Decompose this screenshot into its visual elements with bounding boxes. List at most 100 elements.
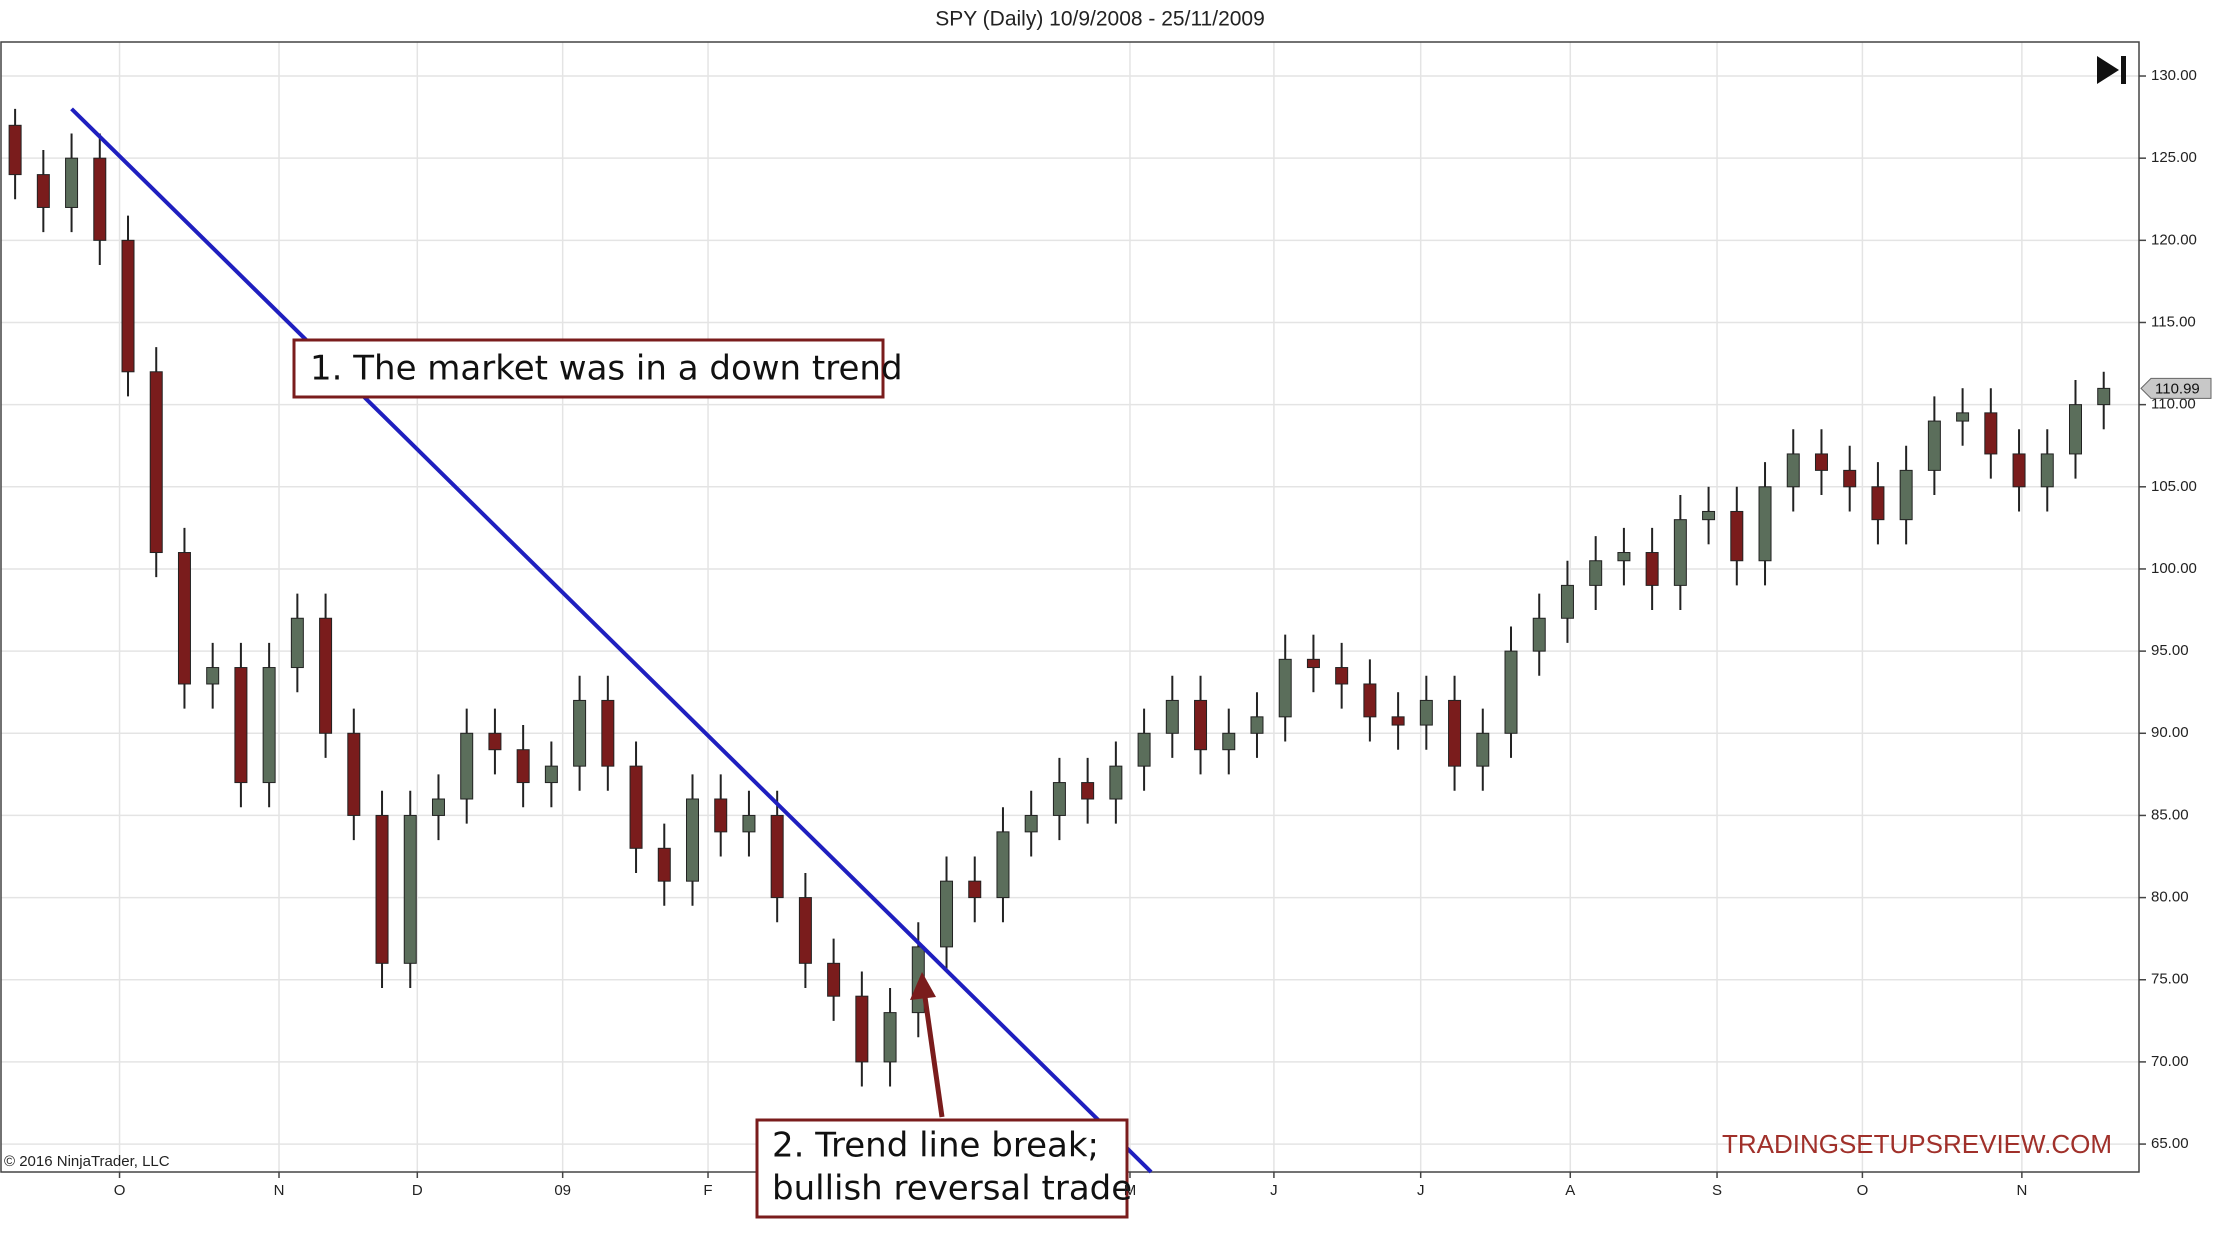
y-tick-label: 125.00 xyxy=(2151,149,2197,166)
candle-body xyxy=(1419,699,1433,726)
candle-body xyxy=(1617,552,1631,562)
end-bar[interactable] xyxy=(2121,56,2126,84)
annotation-arrow xyxy=(921,989,945,1118)
x-tick-label: N xyxy=(2016,1182,2027,1199)
candle-body xyxy=(149,371,163,554)
candle-body xyxy=(1391,716,1405,726)
candles xyxy=(8,108,2111,1087)
candle-body xyxy=(827,962,841,997)
candle-body xyxy=(685,798,699,882)
x-tick-label: 09 xyxy=(554,1182,571,1199)
watermark: TRADINGSETUPSREVIEW.COM xyxy=(1722,1129,2112,1159)
candle-body xyxy=(1927,420,1941,471)
candle-body xyxy=(601,699,615,767)
x-tick-label: J xyxy=(1417,1182,1425,1199)
candle-body xyxy=(1024,814,1038,833)
annotation-2: 2. Trend line break; bullish reversal tr… xyxy=(755,1118,1132,1219)
x-tick-label: S xyxy=(1712,1182,1722,1199)
candle-body xyxy=(2068,404,2082,455)
candle-body xyxy=(1250,716,1264,734)
candle-body xyxy=(1165,699,1179,734)
candle-body xyxy=(1956,412,1970,422)
candle-body xyxy=(177,552,191,685)
candle-body xyxy=(375,814,389,964)
candle-body xyxy=(1448,699,1462,767)
candle-body xyxy=(1871,486,1885,521)
trend-line xyxy=(70,107,1153,1174)
play-icon[interactable] xyxy=(2097,56,2119,84)
x-tick-label: F xyxy=(703,1182,712,1199)
candle-body xyxy=(1899,469,1913,521)
candle-body xyxy=(1278,658,1292,718)
annotation-text: bullish reversal trade xyxy=(772,1169,1132,1209)
end-icon[interactable] xyxy=(2097,56,2126,84)
candle-body xyxy=(1984,412,1998,455)
candle-body xyxy=(714,798,728,833)
annotation-arrowhead xyxy=(910,972,936,1000)
last-price-tag xyxy=(2140,377,2212,399)
candle-body xyxy=(1589,560,1603,586)
candle-body xyxy=(1109,765,1123,800)
y-tick-label: 95.00 xyxy=(2151,642,2189,659)
overlay xyxy=(70,107,1153,1174)
candle-body xyxy=(488,732,502,751)
candle-body xyxy=(573,699,587,767)
y-tick-label: 120.00 xyxy=(2151,231,2197,248)
candle-body xyxy=(1504,650,1518,734)
x-tick-label: O xyxy=(1857,1182,1869,1199)
candle-body xyxy=(93,157,107,241)
x-tick-label: D xyxy=(412,1182,423,1199)
chart-title: SPY (Daily) 10/9/2008 - 25/11/2009 xyxy=(935,8,1265,31)
candle-body xyxy=(1052,782,1066,816)
candle-body xyxy=(770,814,784,899)
candle-body xyxy=(65,157,79,208)
y-tick-label: 90.00 xyxy=(2151,724,2189,741)
y-tick-label: 115.00 xyxy=(2151,313,2196,330)
candle-body xyxy=(742,814,756,833)
candle-body xyxy=(1222,732,1236,751)
y-tick-label: 100.00 xyxy=(2151,560,2197,577)
candle-body xyxy=(968,880,982,899)
x-tick-label: M xyxy=(1124,1182,1137,1199)
x-tick-label: O xyxy=(114,1182,126,1199)
annotation-text: 2. Trend line break; xyxy=(772,1126,1099,1166)
y-tick-label: 80.00 xyxy=(2151,889,2189,906)
candle-body xyxy=(798,897,812,964)
candle-body xyxy=(1532,617,1546,652)
candle-body xyxy=(206,667,220,685)
candle-body xyxy=(1730,510,1744,562)
annotation-box xyxy=(755,1118,1129,1219)
candle-body xyxy=(234,667,248,784)
candle-body xyxy=(262,667,276,784)
candle-body xyxy=(2012,453,2026,488)
candle-body xyxy=(8,124,22,176)
x-tick-label: N xyxy=(274,1182,285,1199)
x-tick-label: J xyxy=(1270,1182,1278,1199)
candle-body xyxy=(1702,510,1716,521)
annotation-1: 1. The market was in a down trend xyxy=(292,338,903,399)
y-tick-label: 110.00 xyxy=(2151,396,2196,413)
y-tick-label: 130.00 xyxy=(2151,67,2197,84)
candle-body xyxy=(1673,519,1687,586)
candle-body xyxy=(403,814,417,964)
candle-body xyxy=(1814,453,1828,471)
candle-body xyxy=(121,239,135,373)
candle-body xyxy=(1137,732,1151,767)
annotation-box xyxy=(292,338,885,399)
candle-body xyxy=(516,749,530,784)
candle-body xyxy=(996,831,1010,899)
candle-body xyxy=(431,798,445,816)
candle-body xyxy=(657,847,671,882)
x-tick-label: A xyxy=(1565,1182,1575,1199)
candle-body xyxy=(1645,552,1659,586)
y-tick-label: 75.00 xyxy=(2151,971,2189,988)
candle-body xyxy=(1306,658,1320,669)
copyright: © 2016 NinjaTrader, LLC xyxy=(4,1153,170,1170)
y-tick-label: 70.00 xyxy=(2151,1053,2189,1070)
candle-body xyxy=(290,617,304,669)
candle-body xyxy=(1081,782,1095,800)
candle-body xyxy=(629,765,643,849)
